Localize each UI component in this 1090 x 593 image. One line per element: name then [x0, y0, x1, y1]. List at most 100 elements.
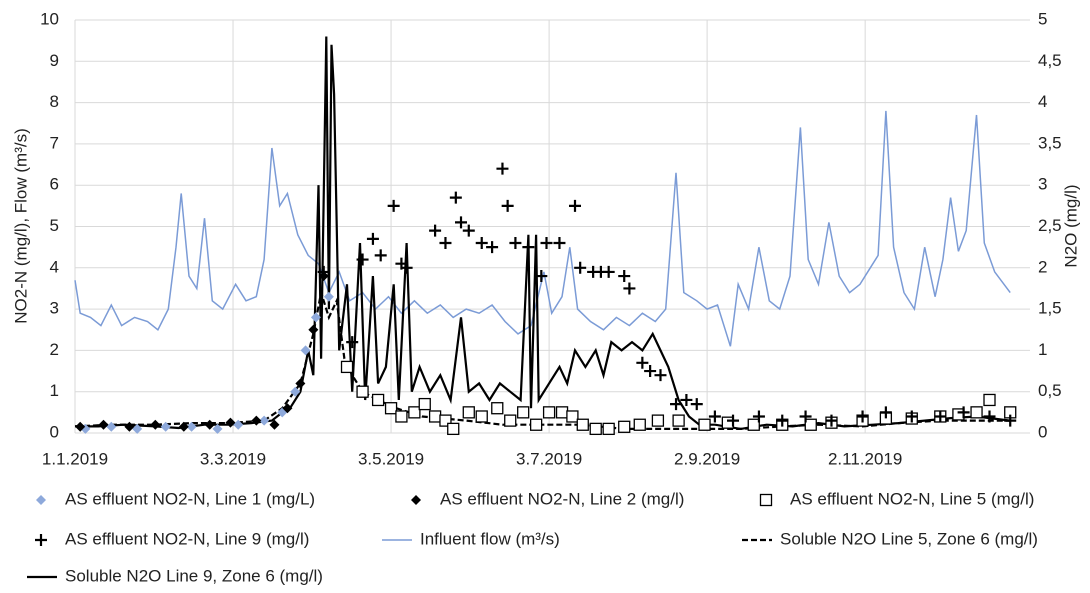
- y2-tick-label: 4: [1038, 92, 1047, 111]
- data-point: [566, 410, 579, 423]
- data-point: [295, 378, 306, 389]
- data-point: [905, 410, 918, 423]
- x-tick-label: 3.5.2019: [358, 449, 424, 468]
- data-point: [408, 406, 421, 419]
- series-line: [74, 110, 1011, 347]
- legend-label: AS effluent NO2-N, Line 1 (mg/L): [65, 489, 315, 508]
- data-point: [366, 232, 379, 245]
- data-point: [1004, 414, 1017, 427]
- data-point: [371, 393, 385, 407]
- legend-label: Influent flow (m³/s): [420, 529, 560, 548]
- data-point: [269, 419, 280, 430]
- data-point: [522, 241, 535, 254]
- data-point: [589, 422, 602, 436]
- data-point: [983, 410, 996, 423]
- data-point: [504, 414, 517, 427]
- data-point: [400, 261, 413, 274]
- data-point: [308, 324, 319, 335]
- y2-axis-title: N2O (mg/l): [1061, 184, 1080, 267]
- y-tick-label: 2: [50, 340, 59, 359]
- data-point: [708, 410, 721, 423]
- data-point: [934, 410, 947, 423]
- y-tick-label: 4: [50, 257, 59, 276]
- data-point: [690, 398, 703, 411]
- data-point: [799, 410, 812, 423]
- data-point: [374, 249, 387, 262]
- data-point: [462, 224, 475, 237]
- legend-swatch: [36, 495, 46, 505]
- data-point: [428, 410, 442, 423]
- y-tick-label: 9: [50, 51, 59, 70]
- data-point: [602, 422, 615, 436]
- data-point: [672, 414, 685, 427]
- data-point: [540, 237, 553, 250]
- data-point: [212, 423, 223, 434]
- y2-tick-label: 3,5: [1038, 133, 1062, 152]
- legend-label: AS effluent NO2-N, Line 9 (mg/l): [65, 529, 309, 548]
- data-point: [644, 365, 657, 378]
- x-tick-label: 3.7.2019: [516, 449, 582, 468]
- data-point: [517, 406, 530, 419]
- data-point: [553, 237, 566, 250]
- y-tick-label: 3: [50, 299, 59, 318]
- x-tick-label: 3.3.2019: [200, 449, 266, 468]
- series-line: [75, 36, 1011, 431]
- data-point: [727, 414, 740, 427]
- data-point: [132, 423, 143, 434]
- x-tick-label: 2.9.2019: [674, 449, 740, 468]
- series-line: [74, 292, 1011, 430]
- data-point: [449, 191, 462, 204]
- data-point: [752, 410, 765, 423]
- data-point: [804, 418, 817, 431]
- y-axis-title: NO2-N (mg/l), Flow (m³/s): [11, 128, 30, 323]
- data-point: [395, 410, 408, 423]
- data-point: [98, 419, 109, 430]
- data-point: [439, 414, 452, 427]
- y2-tick-label: 3: [1038, 175, 1047, 194]
- y2-tick-label: 0,5: [1038, 381, 1062, 400]
- data-point: [618, 270, 631, 283]
- data-point: [317, 265, 330, 278]
- data-point: [186, 421, 197, 432]
- legend-swatch: [35, 534, 47, 546]
- data-point: [491, 402, 504, 415]
- data-point: [282, 403, 293, 414]
- y2-tick-label: 4,5: [1038, 51, 1062, 70]
- data-point: [509, 237, 522, 250]
- data-point: [670, 398, 683, 411]
- legend-label: AS effluent NO2-N, Line 5 (mg/l): [790, 489, 1034, 508]
- data-point: [698, 418, 711, 431]
- legend-label: Soluble N2O Line 5, Zone 6 (mg/l): [780, 529, 1038, 548]
- data-point: [160, 421, 171, 432]
- data-point: [618, 420, 631, 433]
- x-tick-label: 1.1.2019: [42, 449, 108, 468]
- data-point: [447, 422, 460, 436]
- data-point: [259, 415, 270, 426]
- data-point: [486, 241, 499, 254]
- data-point: [496, 162, 509, 175]
- data-point: [300, 345, 311, 356]
- data-point: [952, 408, 965, 421]
- y-tick-label: 5: [50, 216, 59, 235]
- data-point: [106, 421, 117, 432]
- data-point: [178, 421, 189, 432]
- data-point: [455, 216, 468, 229]
- data-point: [346, 336, 359, 349]
- data-point: [776, 414, 789, 427]
- data-point: [721, 416, 734, 429]
- legend-label: AS effluent NO2-N, Line 2 (mg/l): [440, 489, 684, 508]
- data-point: [418, 397, 431, 411]
- data-point: [150, 419, 161, 430]
- data-point: [825, 414, 838, 427]
- data-point: [356, 385, 369, 398]
- data-point: [290, 386, 301, 397]
- y2-tick-label: 1,5: [1038, 299, 1062, 318]
- data-point: [651, 414, 665, 427]
- data-point: [124, 421, 135, 432]
- y-tick-label: 0: [50, 422, 59, 441]
- data-point: [535, 270, 548, 283]
- data-point: [568, 199, 581, 212]
- data-point: [75, 421, 86, 432]
- y2-tick-label: 1: [1038, 340, 1047, 359]
- y-tick-label: 10: [40, 9, 59, 28]
